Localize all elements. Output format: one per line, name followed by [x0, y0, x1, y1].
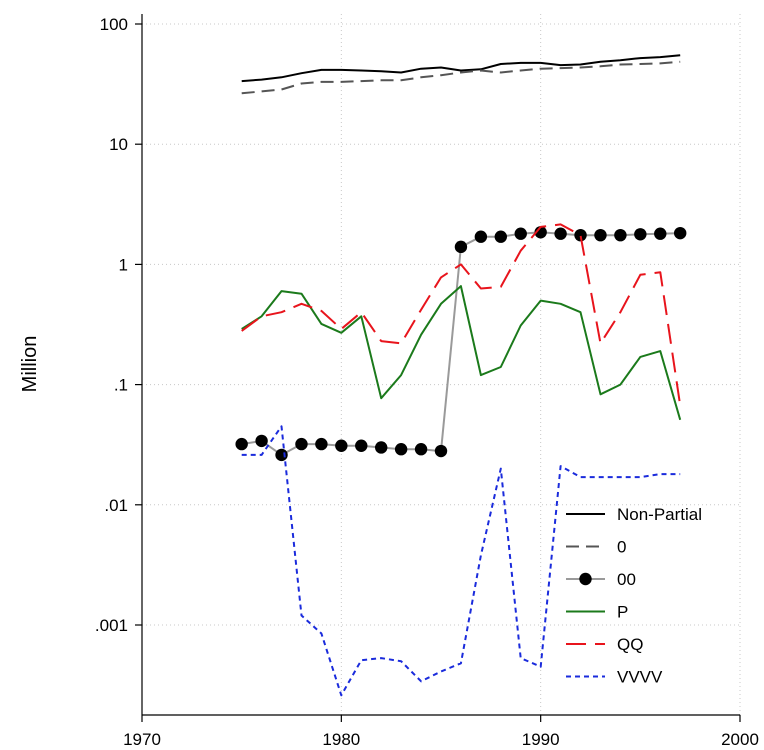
- y-tick-label: .1: [114, 376, 128, 395]
- series-point: [335, 439, 348, 452]
- legend-label: 00: [617, 570, 636, 589]
- y-tick-label: 100: [100, 15, 128, 34]
- series-point: [494, 230, 507, 243]
- y-tick-label: .001: [95, 616, 128, 635]
- series-point: [434, 444, 448, 458]
- legend-label: QQ: [617, 635, 643, 654]
- legend-label: Non-Partial: [617, 505, 702, 524]
- legend-label: VVVV: [617, 668, 663, 687]
- series-point: [514, 227, 527, 240]
- x-tick-label: 1980: [322, 730, 360, 749]
- y-tick-label: .01: [104, 496, 128, 515]
- y-axis-title: Million: [19, 336, 41, 393]
- series-point: [594, 228, 607, 242]
- legend-label: P: [617, 603, 628, 622]
- legend-label: 0: [617, 538, 626, 557]
- series-point: [454, 240, 468, 254]
- plot-series: [235, 54, 687, 697]
- x-tick-label: 1970: [123, 730, 161, 749]
- axis-ticks: 1970 1980 1990 2000 100 10 1 .1 .01 .001: [95, 15, 759, 749]
- series-line-vvvv: [241, 425, 681, 697]
- x-tick-label: 2000: [721, 730, 759, 749]
- series-point: [375, 441, 388, 454]
- series-point: [235, 437, 248, 451]
- series-point: [394, 443, 408, 456]
- grid-lines: [142, 14, 741, 715]
- series-line-qq: [241, 223, 682, 406]
- series-point: [654, 227, 667, 240]
- series-point: [295, 437, 308, 451]
- series-point: [554, 227, 567, 240]
- y-tick-label: 10: [109, 135, 128, 154]
- series-line-p: [241, 285, 682, 421]
- series-point: [355, 439, 368, 452]
- series-point: [634, 228, 647, 241]
- x-tick-label: 1990: [522, 730, 560, 749]
- series-point: [574, 228, 587, 242]
- series-point: [674, 226, 687, 240]
- series-point: [255, 434, 268, 448]
- series-point: [275, 448, 288, 462]
- series-point: [315, 437, 328, 451]
- series-line-0: [241, 60, 681, 95]
- series-point: [614, 228, 627, 242]
- series-line-non-partial: [241, 54, 681, 83]
- series-point: [414, 443, 428, 456]
- axes: [141, 14, 740, 716]
- series-point: [474, 230, 488, 243]
- legend-marker: [579, 572, 592, 586]
- y-tick-label: 1: [119, 255, 128, 274]
